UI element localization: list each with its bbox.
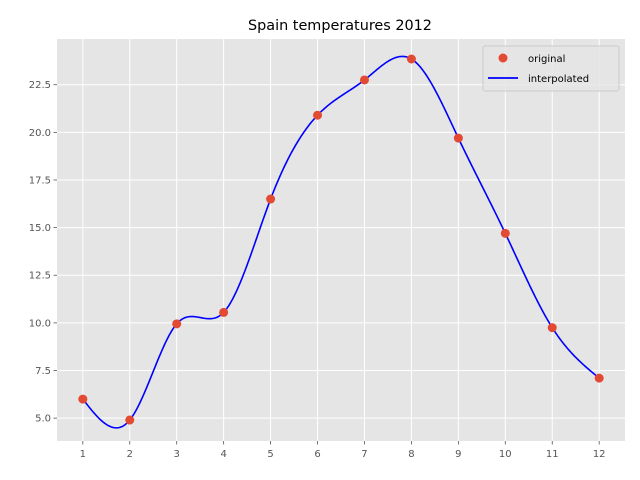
data-point-original [125,415,135,425]
x-tick-label: 7 [361,449,367,460]
x-tick-label: 9 [455,449,461,460]
x-tick-label: 4 [220,449,226,460]
data-point-original [359,75,369,85]
y-tick-label: 22.5 [29,80,51,91]
y-tick-label: 5.0 [35,414,51,425]
x-tick-label: 6 [314,449,320,460]
y-tick-label: 15.0 [29,223,51,234]
data-point-original [266,194,276,204]
data-point-original [172,319,182,329]
y-tick-label: 17.5 [29,175,51,186]
x-tick-label: 5 [267,449,273,460]
x-tick-label: 2 [127,449,133,460]
chart-title: Spain temperatures 2012 [248,18,432,34]
legend-label-original: original [528,54,565,65]
legend-label-interpolated: interpolated [528,74,589,85]
series-layer [78,54,604,429]
x-tick-label: 3 [174,449,180,460]
data-point-original [219,307,229,317]
x-tick-label: 10 [499,449,512,460]
y-tick-label: 10.0 [29,318,51,329]
data-point-original [547,323,557,333]
x-tick-label: 1 [80,449,86,460]
data-point-original [500,228,510,238]
y-tick-label: 20.0 [29,128,51,139]
x-tick-label: 11 [546,449,559,460]
x-tick-label: 12 [593,449,606,460]
data-point-original [406,54,416,64]
y-tick-label: 7.5 [35,366,51,377]
x-tick-label: 8 [408,449,414,460]
legend: original interpolated [482,45,620,92]
axis-ticks: 1 2 3 4 5 6 7 8 9 10 11 125.07.510.012.515.017.520.… [29,80,606,460]
series-line-interpolated [82,55,600,429]
legend-box [482,45,620,92]
data-point-original [78,394,88,404]
plot-background [57,39,625,441]
data-point-original [453,133,463,143]
data-point-original [594,373,604,383]
y-tick-label: 12.5 [29,271,51,282]
legend-marker-original [498,53,508,63]
grid [57,39,625,441]
data-point-original [313,110,323,120]
